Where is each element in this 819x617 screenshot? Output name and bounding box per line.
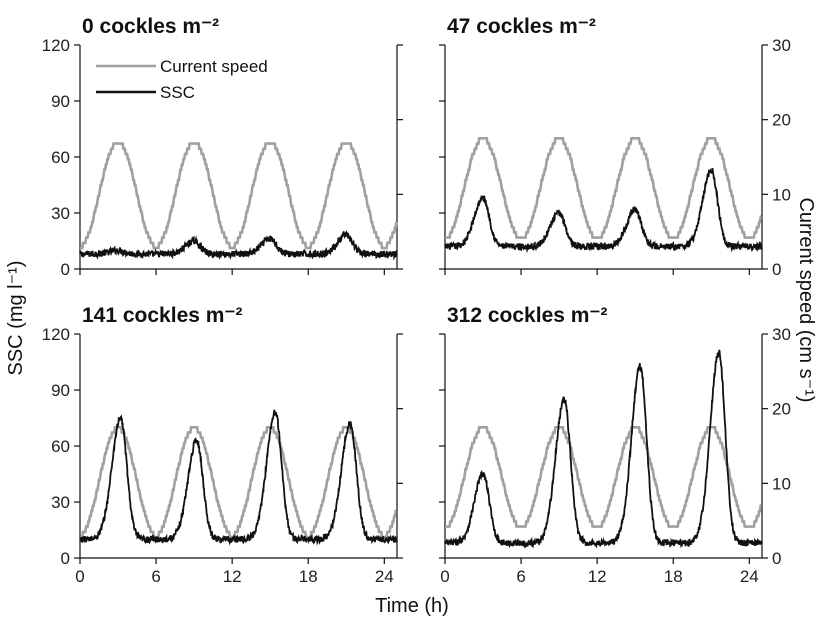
ssc-line bbox=[79, 230, 398, 261]
ssc-tick-label: 90 bbox=[51, 381, 70, 400]
panel-title: 0 cockles m⁻² bbox=[82, 15, 219, 38]
current-speed-line bbox=[80, 425, 397, 539]
ssc-tick-label: 60 bbox=[51, 437, 70, 456]
x-tick-label: 6 bbox=[151, 567, 160, 586]
ssc-tick-label: 120 bbox=[42, 325, 70, 344]
ssc-tick-label: 0 bbox=[61, 549, 70, 568]
speed-tick-label: 20 bbox=[772, 111, 791, 130]
ssc-tick-label: 90 bbox=[51, 92, 70, 111]
panel-1: 0 cockles m⁻² 0 30 60 90 120 Current speed SSC bbox=[42, 15, 403, 279]
x-tick-label: 24 bbox=[740, 567, 759, 586]
speed-tick-label: 0 bbox=[772, 549, 781, 568]
ssc-tick-label: 0 bbox=[61, 260, 70, 279]
ssc-tick-label: 120 bbox=[42, 36, 70, 55]
panel-4: 312 cockles m⁻² 0 10 20 30 0 6 12 18 24 bbox=[439, 304, 791, 586]
current-speed-line bbox=[80, 142, 398, 250]
speed-tick-label: 30 bbox=[772, 325, 791, 344]
panel-title: 141 cockles m⁻² bbox=[82, 304, 243, 327]
ssc-tick-label: 60 bbox=[51, 148, 70, 167]
y-axis-label-left: SSC (mg l⁻¹) bbox=[5, 261, 27, 376]
x-tick-label: 24 bbox=[375, 567, 394, 586]
panel-3: 141 cockles m⁻² 0 30 60 90 120 0 6 12 18 24 bbox=[42, 304, 403, 586]
x-tick-label: 18 bbox=[299, 567, 318, 586]
speed-tick-label: 0 bbox=[772, 260, 781, 279]
legend-current-speed-label: Current speed bbox=[160, 57, 268, 76]
current-speed-line bbox=[445, 137, 762, 239]
panel-title: 312 cockles m⁻² bbox=[447, 304, 608, 327]
ssc-line bbox=[79, 409, 398, 546]
ssc-line bbox=[444, 349, 763, 549]
y-axis-label-right: Current speed (cm s⁻¹) bbox=[795, 197, 817, 402]
x-tick-label: 0 bbox=[440, 567, 449, 586]
panel-title: 47 cockles m⁻² bbox=[447, 15, 596, 38]
legend: Current speed SSC bbox=[96, 57, 268, 102]
legend-ssc-label: SSC bbox=[160, 83, 195, 102]
panel-2: 47 cockles m⁻² 0 10 20 30 bbox=[439, 15, 791, 279]
x-axis-label: Time (h) bbox=[375, 595, 449, 617]
ssc-line bbox=[444, 167, 763, 254]
x-tick-label: 18 bbox=[664, 567, 683, 586]
x-tick-label: 6 bbox=[516, 567, 525, 586]
speed-tick-label: 20 bbox=[772, 400, 791, 419]
speed-tick-label: 10 bbox=[772, 185, 791, 204]
x-tick-label: 12 bbox=[223, 567, 242, 586]
ssc-tick-label: 30 bbox=[51, 204, 70, 223]
current-speed-line bbox=[445, 425, 762, 528]
speed-tick-label: 30 bbox=[772, 36, 791, 55]
ssc-tick-label: 30 bbox=[51, 493, 70, 512]
x-tick-label: 12 bbox=[588, 567, 607, 586]
x-tick-label: 0 bbox=[75, 567, 84, 586]
speed-tick-label: 10 bbox=[772, 474, 791, 493]
